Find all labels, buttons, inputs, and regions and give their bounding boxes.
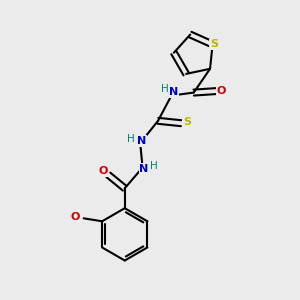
Text: S: S bbox=[210, 40, 218, 50]
Text: O: O bbox=[98, 167, 108, 176]
Text: N: N bbox=[137, 136, 146, 146]
Text: O: O bbox=[71, 212, 80, 222]
Text: H: H bbox=[150, 161, 158, 171]
Text: N: N bbox=[140, 164, 149, 174]
Text: H: H bbox=[127, 134, 135, 144]
Text: S: S bbox=[183, 117, 191, 127]
Text: N: N bbox=[169, 87, 178, 97]
Text: O: O bbox=[217, 86, 226, 96]
Text: H: H bbox=[161, 84, 169, 94]
